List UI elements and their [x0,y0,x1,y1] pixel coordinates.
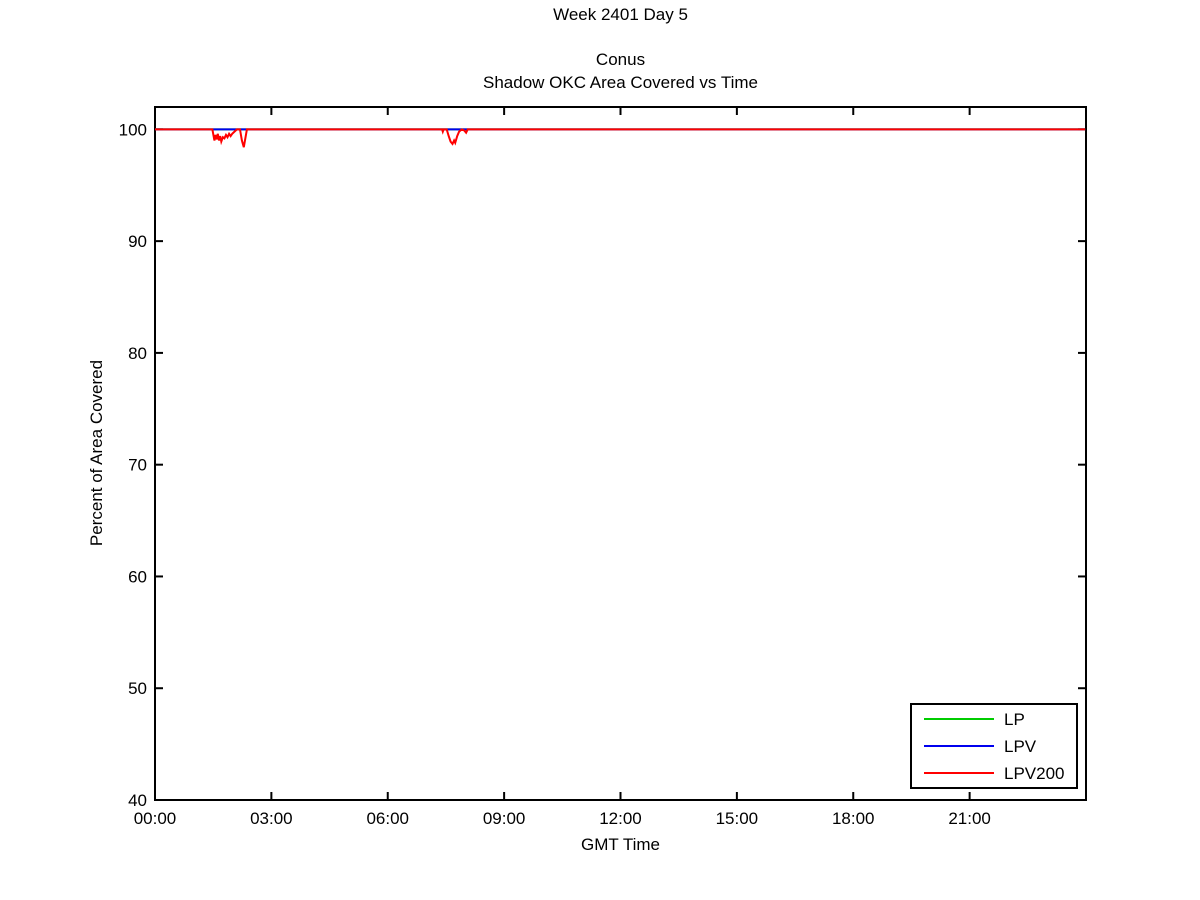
legend-item-lpv: LPV [912,733,1076,759]
legend-line-sample-lpv [924,745,994,747]
figure-suptitle: Week 2401 Day 5 [553,5,688,24]
legend-item-lp: LP [912,706,1076,732]
legend: LP LPV LPV200 [910,703,1078,789]
x-tick-label: 12:00 [599,809,642,828]
legend-item-lpv200: LPV200 [912,760,1076,786]
chart-title-line2: Shadow OKC Area Covered vs Time [483,73,758,92]
y-tick-label: 70 [128,456,147,475]
y-tick-label: 100 [119,120,147,139]
x-tick-label: 06:00 [366,809,409,828]
y-tick-label: 50 [128,679,147,698]
y-tick-label: 40 [128,791,147,810]
y-tick-label: 80 [128,344,147,363]
x-tick-label: 09:00 [483,809,526,828]
x-tick-label: 15:00 [716,809,759,828]
legend-line-sample-lp [924,718,994,720]
chart-title: Conus Shadow OKC Area Covered vs Time [155,48,1086,94]
x-axis-label: GMT Time [580,835,661,854]
legend-label-lp: LP [1004,709,1025,729]
series-line-lpv200 [155,128,1086,148]
y-tick-label: 60 [128,567,147,586]
legend-line-sample-lpv200 [924,772,994,774]
x-tick-label: 00:00 [134,809,177,828]
legend-label-lpv: LPV [1004,736,1037,756]
x-tick-label: 03:00 [250,809,293,828]
chart-title-line1: Conus [595,50,646,69]
legend-label-lpv200: LPV200 [1004,763,1065,783]
y-tick-label: 90 [128,232,147,251]
x-tick-label: 18:00 [832,809,875,828]
x-tick-label: 21:00 [948,809,991,828]
axes-box [154,106,1087,801]
